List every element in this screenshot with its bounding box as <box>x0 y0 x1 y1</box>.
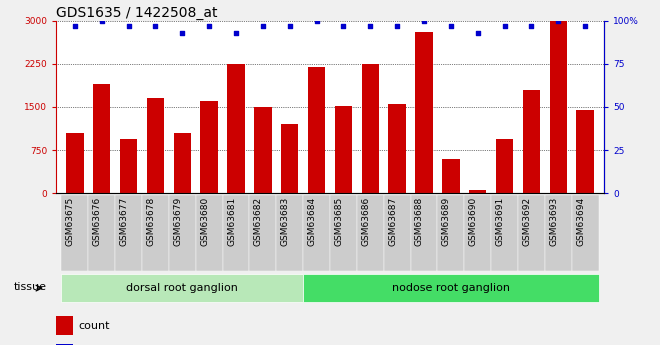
Text: GSM63689: GSM63689 <box>442 196 451 246</box>
Text: GSM63690: GSM63690 <box>469 196 478 246</box>
Point <box>338 23 348 29</box>
Point <box>418 18 429 23</box>
Point <box>392 23 403 29</box>
Point <box>257 23 268 29</box>
Text: GSM63694: GSM63694 <box>576 196 585 246</box>
Bar <box>469 190 486 193</box>
Text: GSM63688: GSM63688 <box>415 196 424 246</box>
Bar <box>88 195 116 271</box>
Bar <box>303 195 330 271</box>
Bar <box>383 195 411 271</box>
Bar <box>544 195 572 271</box>
Text: GSM63685: GSM63685 <box>335 196 343 246</box>
Bar <box>308 67 325 193</box>
Text: count: count <box>78 321 110 331</box>
Bar <box>61 274 303 302</box>
Bar <box>56 344 73 345</box>
Point <box>177 30 187 36</box>
Bar <box>576 110 594 193</box>
Bar <box>388 104 406 193</box>
Bar <box>523 90 540 193</box>
Bar <box>415 32 433 193</box>
Text: GSM63680: GSM63680 <box>200 196 209 246</box>
Point <box>446 23 456 29</box>
Point <box>526 23 537 29</box>
Text: GSM63687: GSM63687 <box>388 196 397 246</box>
Text: GSM63682: GSM63682 <box>254 196 263 246</box>
Bar <box>281 124 298 193</box>
Point <box>150 23 161 29</box>
Bar <box>518 195 544 271</box>
Bar <box>496 139 513 193</box>
Bar <box>464 195 491 271</box>
Bar <box>93 84 110 193</box>
Point <box>312 18 322 23</box>
Text: GSM63678: GSM63678 <box>147 196 156 246</box>
Point <box>473 30 483 36</box>
Text: GSM63684: GSM63684 <box>308 196 317 246</box>
Point <box>284 23 295 29</box>
Bar <box>330 195 357 271</box>
Bar <box>249 195 277 271</box>
Bar <box>120 139 137 193</box>
Text: GSM63686: GSM63686 <box>361 196 370 246</box>
Text: GSM63692: GSM63692 <box>523 196 531 246</box>
Bar <box>277 195 303 271</box>
Bar <box>303 274 599 302</box>
Text: GSM63677: GSM63677 <box>119 196 129 246</box>
Text: dorsal root ganglion: dorsal root ganglion <box>126 283 238 293</box>
Bar <box>66 133 84 193</box>
Text: GSM63676: GSM63676 <box>93 196 102 246</box>
Bar <box>169 195 196 271</box>
Bar <box>56 316 73 335</box>
Text: nodose root ganglion: nodose root ganglion <box>392 283 510 293</box>
Bar <box>442 159 459 193</box>
Bar <box>142 195 169 271</box>
Bar <box>550 21 567 193</box>
Text: GSM63693: GSM63693 <box>549 196 558 246</box>
Point <box>96 18 107 23</box>
Bar <box>174 133 191 193</box>
Point <box>123 23 134 29</box>
Text: GSM63683: GSM63683 <box>280 196 290 246</box>
Bar <box>201 101 218 193</box>
Text: GDS1635 / 1422508_at: GDS1635 / 1422508_at <box>56 6 218 20</box>
Point <box>204 23 214 29</box>
Bar <box>357 195 383 271</box>
Point <box>553 18 564 23</box>
Text: GSM63675: GSM63675 <box>66 196 75 246</box>
Text: GSM63681: GSM63681 <box>227 196 236 246</box>
Bar <box>362 64 379 193</box>
Point <box>231 30 242 36</box>
Bar <box>61 195 88 271</box>
Bar <box>572 195 599 271</box>
Bar <box>196 195 222 271</box>
Text: GSM63691: GSM63691 <box>496 196 504 246</box>
Bar <box>335 106 352 193</box>
Bar <box>438 195 464 271</box>
Bar <box>147 98 164 193</box>
Bar <box>254 107 272 193</box>
Point <box>365 23 376 29</box>
Text: tissue: tissue <box>14 282 47 292</box>
Bar <box>227 64 245 193</box>
Bar <box>491 195 518 271</box>
Bar <box>411 195 438 271</box>
Bar <box>115 195 142 271</box>
Point <box>580 23 591 29</box>
Point <box>69 23 80 29</box>
Text: GSM63679: GSM63679 <box>174 196 182 246</box>
Point <box>499 23 510 29</box>
Bar <box>222 195 249 271</box>
